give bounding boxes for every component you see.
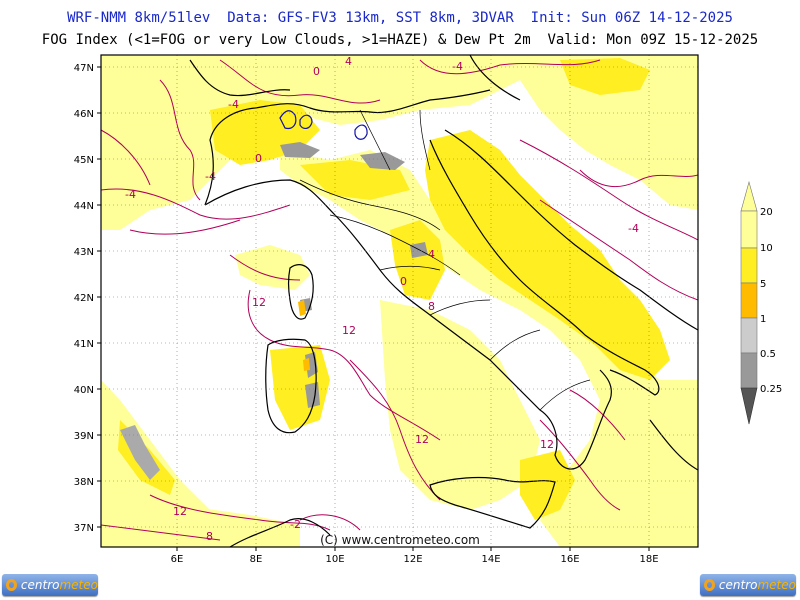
lat-label: 38N [74, 477, 94, 488]
lon-label: 14E [481, 554, 500, 565]
contour-label: -4 [125, 188, 136, 201]
colorbar-bin-5-10 [740, 247, 758, 284]
colorbar-bin-1-5 [740, 282, 758, 319]
lat-label: 43N [74, 247, 94, 258]
map-frame [100, 54, 699, 548]
lon-label: 6E [171, 554, 184, 565]
contour-label: 12 [173, 505, 187, 518]
lat-label: 44N [74, 201, 94, 212]
colorbar-label: 0.5 [760, 349, 776, 360]
copyright-notice: (C) www.centrometeo.com [320, 533, 480, 547]
contour-label: -4 [628, 222, 639, 235]
header-model-line: WRF-NMM 8km/51lev Data: GFS-FV3 13km, SS… [67, 10, 733, 26]
lat-label: 37N [74, 523, 94, 534]
lat-label: 47N [74, 63, 94, 74]
contour-label: -2 [290, 518, 301, 531]
logo-ring-icon [6, 579, 17, 591]
regional-borders [299, 109, 591, 411]
logo-text: centrometeo [20, 578, 98, 592]
contour-label: 4 [428, 248, 435, 261]
lat-label: 46N [74, 109, 94, 120]
contour-label: 8 [428, 300, 435, 313]
header-field-line: FOG Index (<1=FOG or very Low Clouds, >1… [41, 32, 759, 48]
contour-label: 12 [415, 433, 429, 446]
lat-label: 42N [74, 293, 94, 304]
contour-label: 12 [540, 438, 554, 451]
contour-label: 4 [345, 55, 352, 68]
colorbar-label: 1 [760, 314, 766, 325]
logo-text: centrometeo [718, 578, 796, 592]
colorbar-label: 20 [760, 207, 773, 218]
lat-label: 45N [74, 155, 94, 166]
axis-ticks [97, 66, 650, 551]
colorbar-label: 10 [760, 243, 773, 254]
contour-label: 8 [206, 530, 213, 543]
contour-label: -4 [452, 60, 463, 73]
lon-label: 10E [325, 554, 344, 565]
colorbar-bin-0.25-0.5 [740, 352, 758, 389]
contour-label: -4 [205, 170, 216, 183]
latitude-labels: 47N 46N 45N 44N 43N 42N 41N 40N 39N 38N … [74, 63, 94, 534]
contour-label: 0 [255, 152, 262, 165]
lat-label: 40N [74, 385, 94, 396]
colorbar-label: 0.25 [760, 384, 782, 395]
logo-ring-icon [704, 579, 715, 591]
contour-label: 12 [342, 324, 356, 337]
contour-label: 0 [313, 65, 320, 78]
colorbar-label: 5 [760, 279, 766, 290]
lat-label: 39N [74, 431, 94, 442]
colorbar-bin-0.5-1 [740, 317, 758, 354]
contour-label: -4 [228, 98, 239, 111]
fog-index-colorbar: 20 10 5 1 0.5 0.25 [740, 180, 782, 425]
centrometeo-logo-right[interactable]: centrometeo [700, 574, 796, 596]
lakes [279, 110, 368, 140]
lon-label: 12E [403, 554, 422, 565]
contour-label: 0 [400, 275, 407, 288]
contour-value-labels: -4 -4 0 -4 4 -4 -4 0 0 12 12 12 4 8 8 12… [125, 55, 639, 543]
contour-label: 12 [252, 296, 266, 309]
coastlines [189, 55, 698, 547]
lon-label: 18E [639, 554, 658, 565]
lon-label: 8E [250, 554, 263, 565]
longitude-labels: 6E 8E 10E 12E 14E 16E 18E [171, 554, 659, 565]
centrometeo-logo-left[interactable]: centrometeo [2, 574, 98, 596]
fog-shading [101, 55, 698, 547]
lat-label: 41N [74, 339, 94, 350]
colorbar-bottom-arrow [740, 387, 758, 425]
colorbar-bin-10-20 [740, 210, 758, 249]
colorbar-top-arrow [740, 180, 758, 212]
dew-point-contours [101, 59, 698, 541]
lon-label: 16E [560, 554, 579, 565]
